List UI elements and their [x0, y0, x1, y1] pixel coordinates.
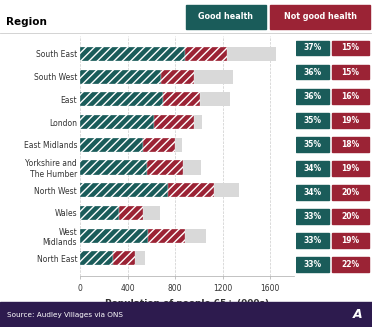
Text: 34%: 34% — [304, 164, 321, 173]
FancyBboxPatch shape — [332, 112, 369, 128]
Bar — [80, 251, 145, 266]
Text: 19%: 19% — [341, 236, 360, 245]
FancyBboxPatch shape — [332, 137, 369, 152]
Text: 33%: 33% — [304, 260, 321, 269]
Text: Good health: Good health — [199, 11, 253, 21]
Bar — [80, 47, 276, 61]
Bar — [80, 206, 160, 220]
FancyBboxPatch shape — [296, 41, 329, 56]
Bar — [113, 251, 135, 266]
Text: 36%: 36% — [304, 92, 321, 101]
Bar — [80, 183, 168, 197]
Text: 34%: 34% — [304, 188, 321, 197]
Bar — [80, 92, 230, 106]
FancyBboxPatch shape — [296, 89, 329, 104]
Bar — [80, 183, 239, 197]
Text: 36%: 36% — [304, 67, 321, 77]
Bar — [80, 161, 201, 175]
Bar — [119, 206, 143, 220]
FancyBboxPatch shape — [296, 233, 329, 248]
Text: 15%: 15% — [341, 43, 360, 53]
Text: 15%: 15% — [341, 67, 360, 77]
Bar — [143, 138, 175, 152]
Bar — [154, 115, 194, 129]
Bar — [80, 138, 143, 152]
FancyBboxPatch shape — [296, 64, 329, 79]
Bar — [148, 229, 185, 243]
FancyBboxPatch shape — [270, 5, 370, 29]
Bar — [80, 47, 185, 61]
FancyBboxPatch shape — [296, 112, 329, 128]
FancyBboxPatch shape — [296, 257, 329, 272]
Bar — [147, 161, 183, 175]
Bar — [80, 115, 154, 129]
Bar — [80, 70, 233, 84]
Text: 19%: 19% — [341, 115, 360, 125]
Bar — [163, 92, 200, 106]
Bar — [80, 206, 119, 220]
Text: 35%: 35% — [304, 115, 321, 125]
FancyBboxPatch shape — [332, 64, 369, 79]
FancyBboxPatch shape — [296, 209, 329, 224]
Text: 37%: 37% — [304, 43, 322, 53]
Bar — [80, 92, 163, 106]
FancyBboxPatch shape — [332, 233, 369, 248]
FancyBboxPatch shape — [296, 137, 329, 152]
Text: Region: Region — [6, 17, 46, 27]
Text: Source: Audley Villages via ONS: Source: Audley Villages via ONS — [7, 312, 123, 318]
Text: 33%: 33% — [304, 212, 321, 221]
Text: 20%: 20% — [341, 188, 360, 197]
Bar — [161, 70, 194, 84]
Text: A: A — [353, 308, 363, 321]
Text: 19%: 19% — [341, 164, 360, 173]
Bar — [168, 183, 214, 197]
Bar — [80, 229, 148, 243]
Bar — [80, 138, 182, 152]
Text: 20%: 20% — [341, 212, 360, 221]
Text: 18%: 18% — [341, 140, 360, 149]
Text: 35%: 35% — [304, 140, 321, 149]
FancyBboxPatch shape — [332, 209, 369, 224]
Bar — [80, 251, 113, 266]
FancyBboxPatch shape — [296, 185, 329, 200]
Text: 22%: 22% — [341, 260, 360, 269]
Text: 16%: 16% — [341, 92, 360, 101]
FancyBboxPatch shape — [186, 5, 266, 29]
FancyBboxPatch shape — [332, 89, 369, 104]
FancyBboxPatch shape — [332, 41, 369, 56]
Bar — [80, 115, 202, 129]
FancyBboxPatch shape — [332, 257, 369, 272]
X-axis label: Population of people 65+ (000s): Population of people 65+ (000s) — [105, 299, 269, 307]
Text: 33%: 33% — [304, 236, 321, 245]
Bar — [80, 70, 161, 84]
FancyBboxPatch shape — [296, 161, 329, 176]
FancyBboxPatch shape — [332, 161, 369, 176]
Bar — [185, 47, 227, 61]
FancyBboxPatch shape — [332, 185, 369, 200]
Text: Not good health: Not good health — [284, 11, 357, 21]
Bar — [80, 161, 147, 175]
Bar — [80, 229, 206, 243]
